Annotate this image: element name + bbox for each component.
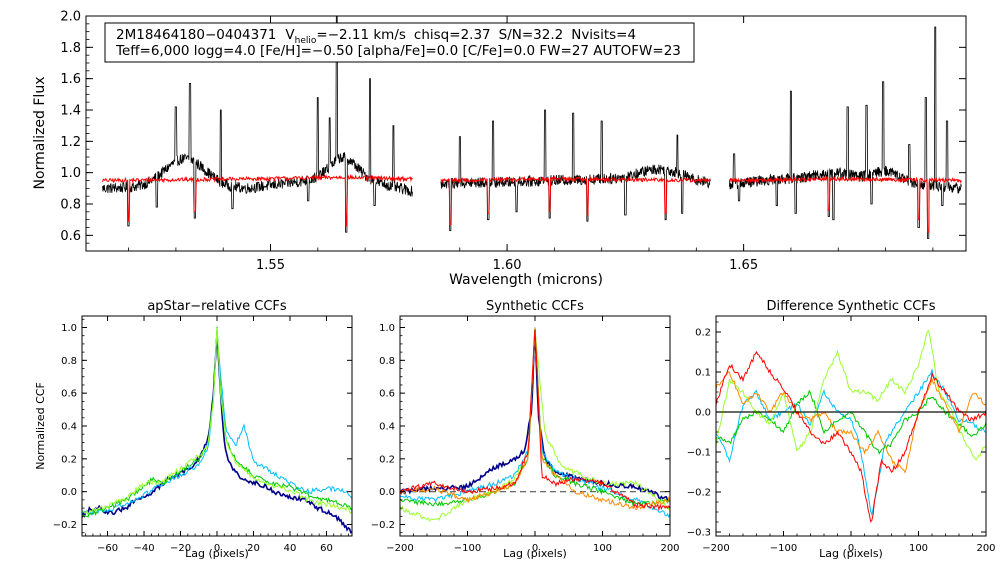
- ccf2-ytick-label: 1.0: [379, 323, 395, 334]
- annotation-line-2: Teff=6,000 logg=4.0 [Fe/H]=−0.50 [alpha/…: [115, 43, 681, 59]
- ccf1-series-group: [82, 326, 352, 534]
- ccf1-xtick-label: 0: [214, 543, 220, 554]
- spectrum-ytick-label: 1.4: [60, 104, 81, 119]
- spectrum-xtick-label: 1.55: [256, 258, 285, 273]
- annotation-snr: S/N=32.2: [499, 27, 564, 43]
- ccf2-panel: Synthetic CCFs −200 −100 0 100 200 −0.2 0.0 0.2…: [371, 299, 680, 560]
- spectrum-ytick-label: 2.0: [60, 10, 81, 25]
- ccf1-axes-ticks: −60 −40 −20 0 20 40 60 −0.2 0.0 0.2 0.4 0.6 0.8 1.0: [53, 316, 352, 554]
- ccf3-ytick-label: −0.1: [687, 448, 711, 459]
- ccf3-ytick-label: 0.0: [695, 408, 711, 419]
- ccf2-xtick-label: −100: [454, 543, 481, 554]
- ccf1-xtick-label: −40: [133, 543, 154, 554]
- ccf1-ytick-label: 0.8: [61, 356, 77, 367]
- ccf3-panel: Difference Synthetic CCFs −200 −100 0 100 20…: [687, 299, 996, 560]
- ccf1-xlabel: Lag (pixels): [185, 547, 249, 560]
- spectrum-ylabel: Normalized Flux: [32, 77, 48, 190]
- ccf3-ytick-label: 0.1: [695, 368, 711, 379]
- annotation-chisq: chisq=2.37: [414, 27, 491, 43]
- ccf1-ytick-label: 0.4: [61, 422, 77, 433]
- spectrum-model-line-chip3: [728, 175, 962, 233]
- spectrum-observed-line-chip1: [102, 16, 413, 233]
- annotation-v-value: =−2.11 km/s: [316, 27, 406, 43]
- ccf2-title: Synthetic CCFs: [486, 299, 584, 314]
- ccf2-ytick-label: 0.8: [379, 356, 395, 367]
- spectrum-ytick-label: 1.6: [60, 72, 81, 87]
- ccf2-ytick-label: −0.2: [371, 520, 395, 531]
- ccf2-ytick-label: 0.0: [379, 487, 395, 498]
- ccf2-series-red: [400, 329, 670, 512]
- ccf2-series-green: [400, 327, 670, 508]
- spectrum-ytick-label: 1.2: [60, 135, 81, 150]
- spectrum-ytick-label: 0.6: [60, 229, 81, 244]
- spectrum-xtick-label: 1.60: [493, 258, 522, 273]
- spectrum-model-line-chip2: [440, 175, 711, 225]
- ccf2-series-orange: [400, 328, 670, 511]
- ccf1-xtick-label: 40: [284, 543, 297, 554]
- ccf2-ytick-label: 0.2: [379, 454, 395, 465]
- ccf3-series-orange: [716, 371, 986, 474]
- ccf3-xtick-label: 200: [976, 543, 995, 554]
- spectrum-model-line-chip1: [102, 173, 413, 227]
- ccf1-xtick-label: 20: [247, 543, 260, 554]
- ccf2-ytick-label: 0.4: [379, 422, 395, 433]
- ccf2-xtick-label: −200: [386, 543, 413, 554]
- annotation-line-1: 2M18464180−0404371 Vhelio=−2.11 km/s chisq…: [116, 27, 636, 46]
- ccf1-ytick-label: 0.6: [61, 389, 77, 400]
- spectrum-observed-line-chip3: [729, 26, 962, 239]
- ccf1-xtick-label: 60: [320, 543, 333, 554]
- ccf1-ytick-label: 0.2: [61, 454, 77, 465]
- ccf2-xlabel: Lag (pixels): [503, 547, 567, 560]
- ccf3-axes-ticks: −200 −100 0 100 200 −0.3 −0.2 −0.1 0.0 0.1 0.2: [687, 316, 996, 554]
- annotation-v-prefix: V: [285, 27, 295, 43]
- ccf3-series-red: [716, 350, 986, 523]
- ccf3-xlabel: Lag (pixels): [819, 547, 883, 560]
- spectrum-series-group: [102, 16, 962, 239]
- ccf1-ytick-label: 0.0: [61, 487, 77, 498]
- annotation-box: [104, 22, 695, 63]
- annotation-star-id: 2M18464180−0404371: [116, 27, 276, 43]
- ccf3-xtick-label: 100: [909, 543, 928, 554]
- spectrum-ytick-label: 1.0: [60, 166, 81, 181]
- ccf1-series-visit-4: [82, 327, 352, 515]
- ccf3-xtick-label: 0: [848, 543, 854, 554]
- ccf3-ytick-label: 0.2: [695, 328, 711, 339]
- ccf2-series-group: [400, 327, 670, 522]
- ccf1-title: apStar−relative CCFs: [147, 299, 287, 314]
- ccf1-ytick-label: 1.0: [61, 323, 77, 334]
- spectrum-xlabel: Wavelength (microns): [449, 272, 603, 288]
- ccf1-panel: apStar−relative CCFs −60 −40 −20 0 20 40 60 −0.…: [34, 299, 353, 560]
- ccf3-series-yellow-green: [716, 329, 986, 461]
- ccf2-xtick-label: 0: [532, 543, 538, 554]
- ccf2-xtick-label: 100: [593, 543, 612, 554]
- annotation-v-sub: helio: [295, 36, 317, 46]
- ccf1-xtick-label: −60: [97, 543, 118, 554]
- ccf3-xtick-label: −200: [702, 543, 729, 554]
- ccf3-ytick-label: −0.2: [687, 488, 711, 499]
- spectrum-ytick-label: 1.8: [60, 41, 81, 56]
- ccf1-ylabel: Normalized CCF: [34, 382, 47, 470]
- ccf3-ytick-label: −0.3: [687, 528, 711, 539]
- ccf2-axes-ticks: −200 −100 0 100 200 −0.2 0.0 0.2 0.4 0.6 0.8 1.0: [371, 316, 680, 554]
- spectrum-panel: 1.55 1.60 1.65 0.6 0.8 1.0 1.2 1.4 1.6 1.8 2.0 2M1…: [32, 10, 967, 288]
- ccf1-ytick-label: −0.2: [53, 520, 77, 531]
- spectrum-xtick-label: 1.65: [729, 258, 758, 273]
- ccf1-xtick-label: −20: [170, 543, 191, 554]
- ccf2-ytick-label: 0.6: [379, 389, 395, 400]
- annotation-nvisits: Nvisits=4: [571, 27, 636, 43]
- ccf2-xtick-label: 200: [660, 543, 679, 554]
- spectrum-axes-ticks: 1.55 1.60 1.65 0.6 0.8 1.0 1.2 1.4 1.6 1.8 2.0: [60, 10, 966, 273]
- ccf3-series-green: [716, 389, 986, 455]
- ccf3-series-group: [716, 329, 986, 523]
- ccf3-xtick-label: −100: [770, 543, 797, 554]
- ccf3-title: Difference Synthetic CCFs: [766, 299, 935, 314]
- spectrum-ytick-label: 0.8: [60, 198, 81, 213]
